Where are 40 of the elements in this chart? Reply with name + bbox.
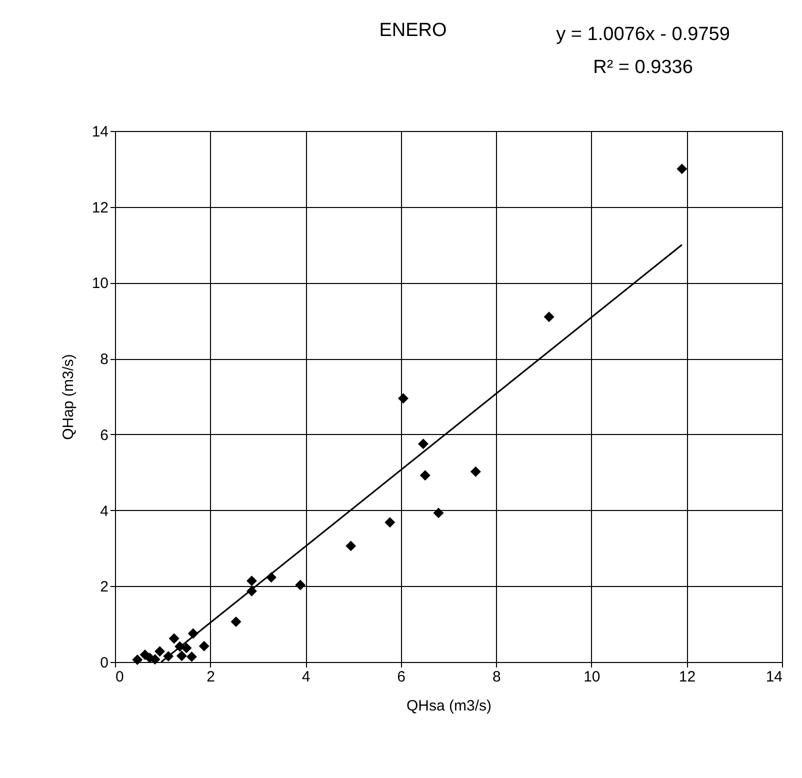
point [176, 650, 187, 662]
point [470, 466, 481, 477]
point [246, 576, 257, 586]
point [346, 540, 356, 552]
point [168, 633, 180, 644]
x-tick-label: 10 [584, 668, 600, 686]
point [132, 654, 143, 665]
y-tick-label: 6 [100, 426, 108, 444]
point [154, 646, 166, 657]
text: y = 1.0076x - 0.9759 [556, 24, 730, 45]
y-tick-label: 4 [100, 502, 108, 520]
point [398, 393, 408, 404]
y-axis-title: QHap (m3/s) [60, 354, 77, 440]
y-tick-label: 10 [92, 275, 108, 292]
x-tick-label: 4 [302, 668, 310, 686]
point [295, 580, 306, 590]
x-tick-label: 8 [492, 668, 501, 686]
point [140, 650, 150, 660]
point [433, 508, 444, 518]
point [676, 164, 688, 174]
y-tick-label: 12 [92, 199, 108, 216]
chart-title: ENERO [379, 20, 447, 41]
point [544, 312, 554, 322]
point [384, 517, 396, 528]
x-tick-label: 6 [397, 668, 406, 686]
point [418, 438, 428, 450]
x-tick-label: 2 [206, 668, 215, 686]
text: R² = 0.9336 [593, 57, 693, 78]
point [198, 640, 210, 652]
y-tick-label: 2 [100, 578, 108, 596]
y-tick-label: 0 [100, 654, 108, 672]
x-tick-label: 14 [766, 668, 782, 686]
y-tick-label: 14 [92, 124, 108, 140]
x-tick-label: 0 [116, 668, 124, 686]
point [420, 470, 430, 481]
y-tick-label: 8 [100, 351, 108, 368]
x-axis-title: QHsa (m3/s) [406, 698, 492, 714]
x-tick-label: 12 [678, 668, 696, 686]
point [230, 616, 242, 628]
point [186, 651, 197, 662]
